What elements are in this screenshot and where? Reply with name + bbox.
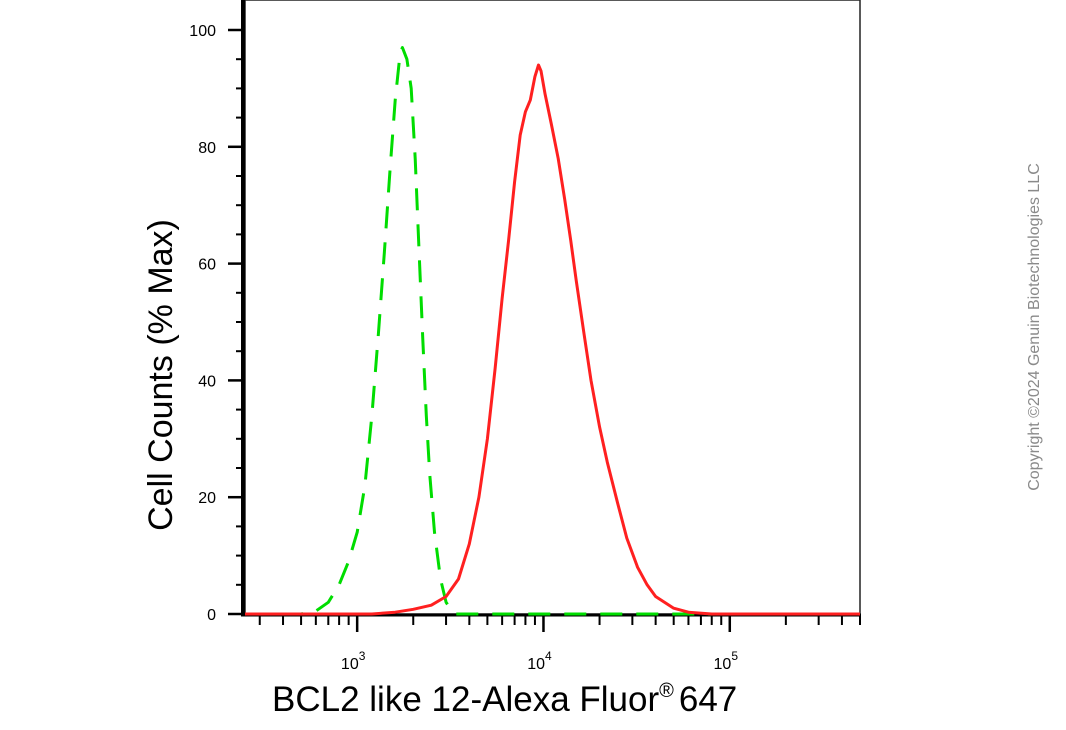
y-axis-label: Cell Counts (% Max)	[142, 219, 180, 531]
x-axis-label-main: BCL2 like 12-Alexa Fluor	[272, 680, 659, 719]
copyright-text: Copyright ©2024 Genuin Biotechnologies L…	[1026, 163, 1043, 491]
x-ticks: 103 104 105	[258, 615, 861, 673]
x-axis-label: BCL2 like 12-Alexa Fluor® 647	[272, 680, 737, 719]
y-tick-label: 60	[198, 257, 216, 274]
x-axis-label-suffix: 647	[679, 680, 737, 719]
y-tick-label: 20	[198, 490, 216, 507]
y-tick-label: 80	[198, 140, 216, 157]
x-axis-label-superscript: ®	[659, 680, 674, 702]
x-tick-label: 105	[714, 649, 739, 673]
isotype-control-curve	[245, 46, 860, 616]
y-tick-label: 100	[189, 23, 216, 40]
y-tick-label: 0	[207, 607, 216, 624]
y-ticks: 0 20 40 60 80 100	[189, 23, 243, 624]
x-tick-label: 104	[527, 649, 552, 673]
x-tick-label: 103	[341, 649, 366, 673]
plot-frame	[244, 0, 861, 615]
y-tick-label: 40	[198, 373, 216, 390]
sample-curve	[245, 63, 860, 616]
series-layer	[245, 46, 860, 616]
